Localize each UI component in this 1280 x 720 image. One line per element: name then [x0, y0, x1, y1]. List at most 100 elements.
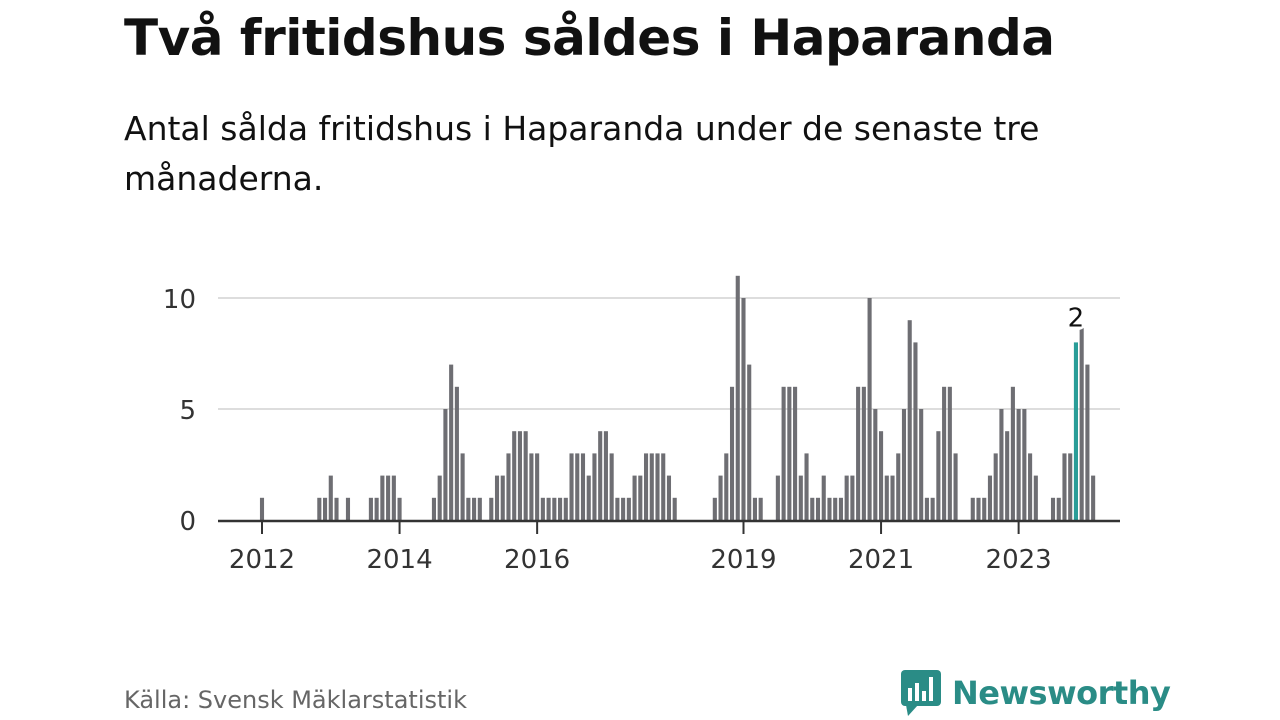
bar — [598, 431, 603, 520]
bar — [552, 497, 557, 520]
bar — [454, 386, 459, 520]
x-tick-label: 2012 — [229, 545, 295, 575]
bar — [334, 497, 339, 520]
source-note: Källa: Svensk Mäklarstatistik — [124, 686, 467, 714]
bar — [374, 497, 379, 520]
y-tick-label: 10 — [163, 285, 196, 315]
bar — [1085, 364, 1090, 520]
bar — [804, 453, 809, 520]
bar — [844, 475, 849, 520]
bar — [884, 475, 889, 520]
bar — [512, 431, 517, 520]
bar — [621, 497, 626, 520]
x-tick-label: 2023 — [986, 545, 1052, 575]
bar — [827, 497, 832, 520]
data-label: 2 — [1068, 303, 1085, 333]
bar — [942, 386, 947, 520]
bar — [993, 453, 998, 520]
bar — [494, 475, 500, 520]
bar — [449, 364, 454, 520]
x-tick-label: 2014 — [366, 545, 432, 575]
bar — [603, 431, 608, 520]
bar — [563, 497, 568, 520]
bar — [655, 453, 660, 520]
bar — [987, 475, 993, 520]
bar — [609, 453, 614, 520]
bar — [833, 497, 838, 520]
bar-chart: 0 5 10 2012 2014 2016 2019 2021 2023 2 — [163, 275, 1120, 575]
bar — [907, 320, 912, 520]
bar — [643, 453, 649, 520]
bar — [580, 453, 586, 520]
bar — [901, 409, 907, 520]
bar — [317, 497, 322, 520]
bar — [443, 409, 448, 520]
bar — [919, 409, 924, 520]
bar — [500, 475, 505, 520]
bar — [397, 497, 402, 520]
bar — [259, 497, 265, 520]
bar — [391, 475, 396, 520]
bar — [724, 453, 729, 520]
bar — [810, 497, 815, 520]
bar — [345, 497, 351, 520]
bar — [861, 386, 866, 520]
brand-name: Newsworthy — [952, 674, 1171, 712]
bar — [472, 497, 477, 520]
bar — [741, 298, 746, 520]
bar — [380, 475, 385, 520]
bar — [1050, 497, 1056, 520]
bar — [666, 475, 672, 520]
bar — [672, 497, 677, 520]
bar — [615, 497, 620, 520]
bar — [323, 497, 328, 520]
bar — [729, 386, 735, 520]
bar — [460, 453, 465, 520]
bar — [735, 275, 740, 520]
bar — [1068, 453, 1073, 520]
bar — [718, 475, 723, 520]
bar — [1091, 475, 1096, 520]
bar — [798, 475, 803, 520]
bar — [930, 497, 935, 520]
bar — [712, 497, 717, 520]
bar — [649, 453, 654, 520]
y-tick-label: 0 — [179, 507, 196, 537]
bar — [1079, 320, 1084, 520]
bar — [896, 453, 901, 520]
bar — [873, 409, 878, 520]
bar — [787, 386, 792, 520]
bar — [517, 431, 522, 520]
bar — [386, 475, 391, 520]
bar — [793, 386, 798, 520]
bar — [924, 497, 929, 520]
bar — [506, 453, 511, 520]
bar — [626, 497, 631, 520]
bar — [368, 497, 373, 520]
bar — [976, 497, 981, 520]
bar — [592, 453, 597, 520]
bar — [1010, 386, 1015, 520]
bar — [947, 386, 952, 520]
bar — [1033, 475, 1038, 520]
bar — [850, 475, 855, 520]
bar — [890, 475, 895, 520]
bar — [781, 386, 786, 520]
chart-subtitle: Antal sålda fritidshus i Haparanda under… — [124, 109, 1040, 198]
bar — [661, 453, 666, 520]
bar — [1056, 497, 1061, 520]
bar — [815, 497, 821, 520]
bar — [936, 431, 941, 520]
bar — [535, 453, 540, 520]
bar — [1016, 409, 1021, 520]
bar — [638, 475, 643, 520]
bar — [856, 386, 861, 520]
bar — [821, 475, 826, 520]
bar — [558, 497, 563, 520]
bar — [632, 475, 637, 520]
bar — [752, 497, 758, 520]
bar — [540, 497, 545, 520]
brand-logo[interactable]: Newsworthy — [900, 668, 1171, 718]
data-label-bg — [1061, 302, 1090, 331]
bar — [569, 453, 574, 520]
